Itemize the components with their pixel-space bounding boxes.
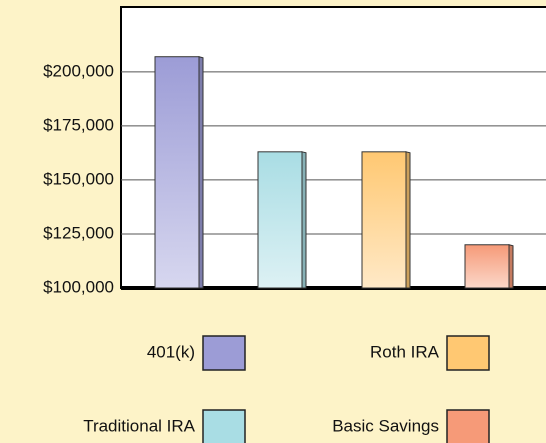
legend-label: Traditional IRA (83, 416, 195, 435)
bar-side (301, 151, 307, 289)
bar-side (508, 244, 514, 289)
y-tick-label: $125,000 (43, 223, 114, 242)
y-tick-label: $175,000 (43, 115, 114, 134)
bar (361, 151, 407, 289)
y-tick-label: $150,000 (43, 169, 114, 188)
y-tick-label: $100,000 (43, 277, 114, 296)
legend-label: Basic Savings (332, 416, 439, 435)
legend-swatch (202, 335, 246, 371)
legend-label: 401(k) (147, 342, 195, 361)
bar (154, 56, 200, 289)
bar-side (198, 56, 204, 289)
legend-swatch (446, 335, 490, 371)
legend-swatch (202, 409, 246, 443)
y-tick-label: $200,000 (43, 61, 114, 80)
legend-label: Roth IRA (370, 342, 440, 361)
bar-side (405, 151, 411, 289)
legend-swatch (446, 409, 490, 443)
bar (257, 151, 303, 289)
bar (464, 244, 510, 289)
